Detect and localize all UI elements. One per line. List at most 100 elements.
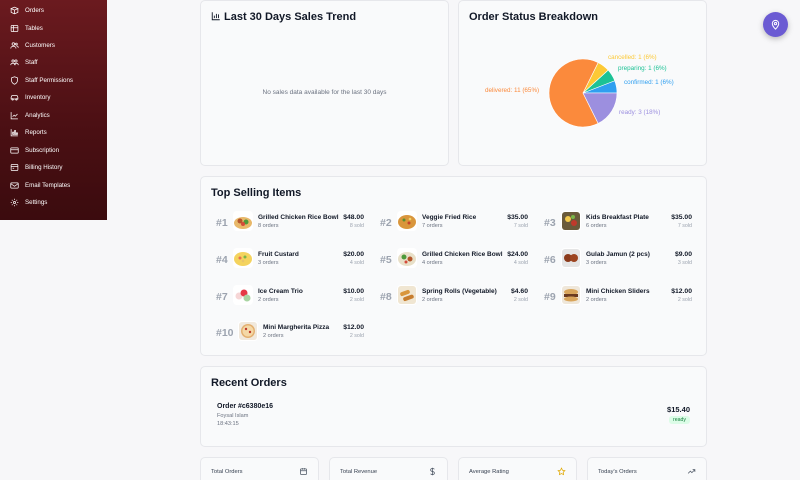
sidebar-item-tables[interactable]: Tables bbox=[0, 20, 107, 37]
item-name: Kids Breakfast Plate bbox=[586, 214, 649, 221]
item-sold: 2 sold bbox=[349, 297, 364, 303]
item-price: $4.60 bbox=[510, 288, 528, 295]
item-price: $35.00 bbox=[507, 214, 528, 221]
item-rank: #5 bbox=[380, 254, 392, 266]
item-price: $10.00 bbox=[343, 288, 364, 295]
top-item-5[interactable]: #5 Grilled Chicken Rice Bowl 4 orders $2… bbox=[380, 248, 528, 278]
item-price: $9.00 bbox=[674, 251, 692, 258]
sidebar-item-label: Inventory bbox=[25, 94, 51, 101]
sidebar-item-subscription[interactable]: Subscription bbox=[0, 142, 107, 159]
food-image bbox=[397, 248, 417, 268]
order-time: 18:43:15 bbox=[217, 421, 239, 427]
sidebar-item-staff[interactable]: Staff bbox=[0, 54, 107, 71]
item-sold: 8 sold bbox=[349, 223, 364, 229]
location-fab-button[interactable] bbox=[763, 12, 788, 37]
top-item-1[interactable]: #1 Grilled Chicken Rice Bowl 8 orders $4… bbox=[216, 211, 364, 241]
item-orders: 2 orders bbox=[422, 297, 443, 303]
stat-label: Today's Orders bbox=[598, 469, 637, 475]
sidebar: Orders Tables Customers Staff Staff Perm… bbox=[0, 0, 107, 220]
item-name: Ice Cream Trio bbox=[258, 288, 303, 295]
users-icon bbox=[10, 42, 19, 49]
sidebar-item-email-templates[interactable]: Email Templates bbox=[0, 177, 107, 194]
sidebar-item-settings[interactable]: Settings bbox=[0, 194, 107, 211]
receipt-icon bbox=[10, 164, 19, 171]
item-price: $12.00 bbox=[343, 324, 364, 331]
order-status-title: Order Status Breakdown bbox=[469, 11, 598, 23]
sidebar-item-analytics[interactable]: Analytics bbox=[0, 107, 107, 124]
car-icon bbox=[10, 95, 19, 101]
top-item-4[interactable]: #4 Fruit Custard 3 orders $20.00 4 sold bbox=[216, 248, 364, 278]
item-price: $20.00 bbox=[343, 251, 364, 258]
item-orders: 2 orders bbox=[258, 297, 279, 303]
top-selling-title: Top Selling Items bbox=[211, 187, 302, 199]
item-name: Gulab Jamun (2 pcs) bbox=[586, 251, 650, 258]
top-item-7[interactable]: #7 Ice Cream Trio 2 orders $10.00 2 sold bbox=[216, 285, 364, 315]
food-image bbox=[561, 248, 581, 268]
item-rank: #9 bbox=[544, 291, 556, 303]
food-image bbox=[397, 211, 417, 231]
food-image bbox=[233, 248, 253, 268]
pie-slice-ready[interactable] bbox=[582, 92, 618, 124]
food-image bbox=[397, 285, 417, 305]
item-sold: 7 sold bbox=[677, 223, 692, 229]
sidebar-item-customers[interactable]: Customers bbox=[0, 37, 107, 54]
card-icon bbox=[10, 147, 19, 154]
sidebar-item-label: Customers bbox=[25, 42, 55, 49]
pie-slice-delivered[interactable] bbox=[548, 58, 599, 128]
stat-card-total-orders: Total Orders bbox=[200, 457, 319, 480]
item-orders: 8 orders bbox=[258, 223, 279, 229]
order-status-card: Order Status Breakdown delivered: 11 (65… bbox=[458, 0, 707, 166]
food-image bbox=[233, 285, 253, 305]
item-orders: 6 orders bbox=[586, 223, 607, 229]
sidebar-item-label: Settings bbox=[25, 199, 48, 206]
item-orders: 3 orders bbox=[258, 260, 279, 266]
top-item-8[interactable]: #8 Spring Rolls (Vegetable) 2 orders $4.… bbox=[380, 285, 528, 315]
box-icon bbox=[10, 6, 19, 15]
sidebar-item-inventory[interactable]: Inventory bbox=[0, 89, 107, 106]
top-item-3[interactable]: #3 Kids Breakfast Plate 6 orders $35.00 … bbox=[544, 211, 692, 241]
item-price: $24.00 bbox=[507, 251, 528, 258]
item-orders: 4 orders bbox=[422, 260, 443, 266]
item-name: Fruit Custard bbox=[258, 251, 299, 258]
item-sold: 4 sold bbox=[513, 260, 528, 266]
pie-label-delivered: delivered: 11 (65%) bbox=[485, 87, 540, 94]
top-item-2[interactable]: #2 Veggie Fried Rice 7 orders $35.00 7 s… bbox=[380, 211, 528, 241]
mail-icon bbox=[10, 182, 19, 189]
top-item-6[interactable]: #6 Gulab Jamun (2 pcs) 3 orders $9.00 3 … bbox=[544, 248, 692, 278]
item-rank: #8 bbox=[380, 291, 392, 303]
item-rank: #6 bbox=[544, 254, 556, 266]
calendar-icon bbox=[300, 468, 307, 475]
sidebar-item-label: Orders bbox=[25, 7, 44, 14]
item-name: Spring Rolls (Vegetable) bbox=[422, 288, 497, 295]
sidebar-item-billing-history[interactable]: Billing History bbox=[0, 159, 107, 176]
item-name: Grilled Chicken Rice Bowl bbox=[422, 251, 503, 258]
item-rank: #10 bbox=[216, 327, 234, 339]
food-image bbox=[561, 211, 581, 231]
food-image bbox=[238, 321, 258, 341]
recent-order-row[interactable]: Order #c6380e16 Foysal Islam 18:43:15 $1… bbox=[201, 397, 706, 437]
food-image bbox=[233, 211, 253, 231]
item-sold: 7 sold bbox=[513, 223, 528, 229]
item-orders: 7 orders bbox=[422, 223, 443, 229]
item-sold: 2 sold bbox=[349, 333, 364, 339]
sales-trend-empty-message: No sales data available for the last 30 … bbox=[262, 89, 387, 96]
stat-label: Total Revenue bbox=[340, 469, 378, 475]
sidebar-item-orders[interactable]: Orders bbox=[0, 2, 107, 19]
star-icon bbox=[557, 467, 566, 476]
top-item-9[interactable]: #9 Mini Chicken Sliders 2 orders $12.00 … bbox=[544, 285, 692, 315]
top-item-10[interactable]: #10 Mini Margherita Pizza 2 orders $12.0… bbox=[216, 321, 364, 351]
item-sold: 2 sold bbox=[677, 297, 692, 303]
item-name: Mini Margherita Pizza bbox=[263, 324, 330, 331]
stat-card-average-rating: Average Rating bbox=[458, 457, 577, 480]
stat-card-total-revenue: Total Revenue bbox=[329, 457, 448, 480]
stat-label: Total Orders bbox=[211, 469, 243, 475]
sidebar-item-label: Email Templates bbox=[25, 182, 71, 189]
sidebar-item-reports[interactable]: Reports bbox=[0, 124, 107, 141]
item-rank: #2 bbox=[380, 217, 392, 229]
sidebar-item-label: Subscription bbox=[25, 147, 60, 154]
dollar-icon bbox=[430, 467, 435, 476]
stat-label: Average Rating bbox=[469, 469, 509, 475]
item-price: $48.00 bbox=[343, 214, 364, 221]
item-price: $12.00 bbox=[671, 288, 692, 295]
sidebar-item-staff-permissions[interactable]: Staff Permissions bbox=[0, 72, 107, 89]
